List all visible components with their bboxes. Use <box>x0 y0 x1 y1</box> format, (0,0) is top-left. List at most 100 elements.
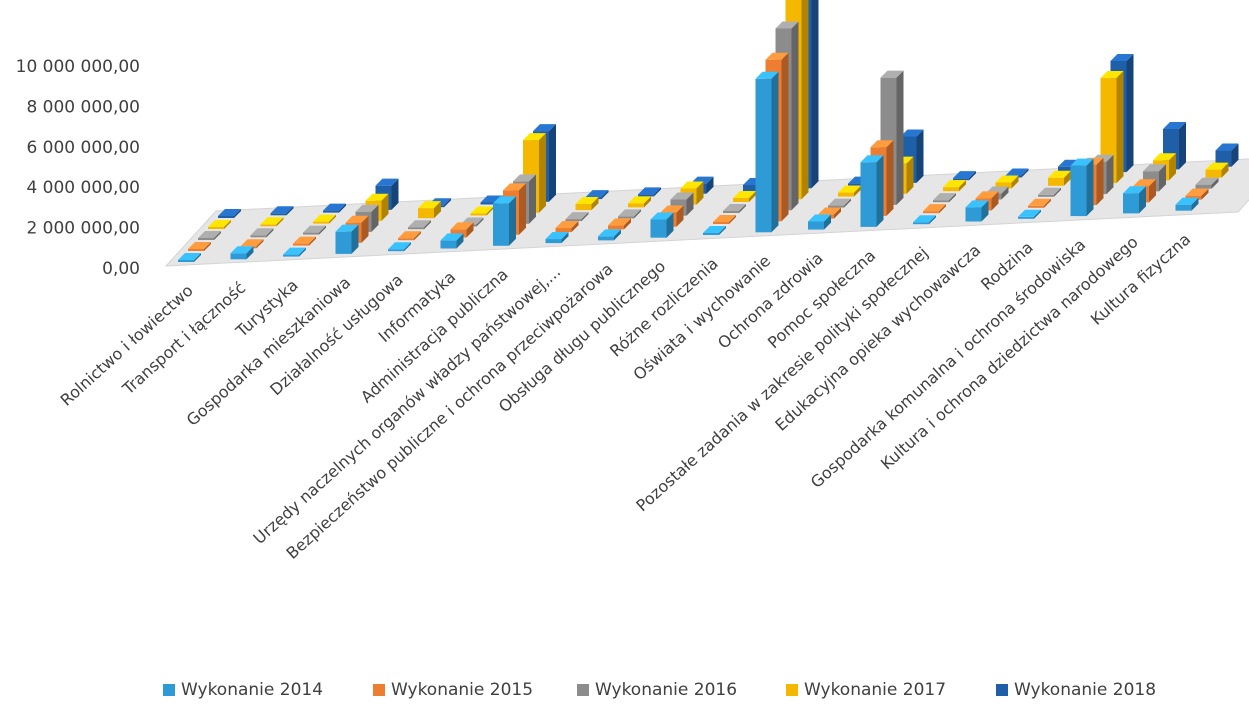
bar <box>575 197 599 211</box>
bar-top <box>680 181 704 189</box>
y-tick-label: 2 000 000,00 <box>26 219 140 239</box>
bar-side <box>949 193 956 203</box>
bar-top <box>660 205 684 213</box>
bar-front <box>270 213 287 216</box>
bar-top <box>293 236 316 244</box>
bar-front <box>743 184 759 191</box>
bar-side <box>1086 158 1094 217</box>
bar-front <box>188 249 204 251</box>
bar-front <box>335 231 352 254</box>
y-tick-label: 6 000 000,00 <box>26 138 140 158</box>
bar <box>650 212 674 238</box>
bar-side <box>1191 197 1199 211</box>
legend-item: Wykonanie 2018 <box>996 680 1156 700</box>
bar <box>293 236 316 246</box>
bar-top <box>1185 188 1209 196</box>
bar-top <box>365 193 389 201</box>
bar-front <box>953 178 969 181</box>
bar-top <box>375 178 399 186</box>
bar-front <box>283 254 299 257</box>
bar-side <box>1011 175 1019 189</box>
bar <box>418 201 441 219</box>
bar-front <box>555 228 572 233</box>
bar-side <box>739 204 746 213</box>
legend-swatch <box>577 684 589 696</box>
bar-side <box>371 204 379 232</box>
bar-top <box>1143 164 1166 172</box>
bar-side <box>1054 187 1061 197</box>
chart-floor <box>164 158 1249 267</box>
bar <box>1048 170 1071 186</box>
bar-front <box>493 203 509 246</box>
bar-front <box>178 260 194 262</box>
bar-side <box>519 183 526 235</box>
bar-top <box>198 231 221 238</box>
bar-front <box>628 203 644 208</box>
bar-top <box>513 174 536 182</box>
bar-side <box>601 190 609 200</box>
legend-swatch <box>996 684 1008 696</box>
bar-front <box>713 222 729 224</box>
bar-top <box>765 52 789 60</box>
bar-front <box>755 78 772 233</box>
bar-side <box>916 129 924 183</box>
bar <box>943 180 966 192</box>
bar-top <box>178 253 201 260</box>
bar-side <box>434 201 441 219</box>
bar-top <box>565 212 589 220</box>
bar-side <box>486 206 494 216</box>
bar-top <box>1005 168 1029 176</box>
bar-front <box>1123 193 1139 214</box>
bar-front <box>323 210 339 213</box>
bar-top <box>335 224 359 232</box>
legend-item: Wykonanie 2017 <box>786 680 946 700</box>
bar-side <box>1211 177 1219 189</box>
bar-front <box>923 211 939 214</box>
bar <box>860 155 884 227</box>
bar <box>838 185 861 197</box>
bar-top <box>230 246 254 254</box>
bar-side <box>686 192 694 216</box>
bar-front <box>260 224 277 227</box>
bar-top <box>933 193 956 201</box>
bar-top <box>733 190 756 198</box>
bar <box>303 225 326 235</box>
bar <box>388 242 411 252</box>
bar-front <box>848 183 864 186</box>
bar-top <box>1018 209 1041 217</box>
bar <box>965 200 989 222</box>
bar-top <box>1195 177 1219 185</box>
bar <box>723 204 746 213</box>
bar-top <box>345 215 369 223</box>
bar-side <box>329 214 336 224</box>
bar-top <box>555 221 579 229</box>
bar <box>250 228 274 238</box>
bar-front <box>470 213 487 216</box>
bar-side <box>959 180 966 192</box>
bar-side <box>286 206 294 216</box>
bar-side <box>204 242 211 251</box>
bar-top <box>440 233 464 241</box>
bar <box>933 193 956 203</box>
bar-side <box>991 191 999 211</box>
bar-front <box>1175 204 1192 211</box>
bar-side <box>1021 168 1029 178</box>
bar-front <box>828 205 844 208</box>
bar <box>913 215 936 225</box>
bar-side <box>749 190 756 202</box>
bar-side <box>539 133 546 213</box>
bar <box>178 253 201 262</box>
bar-front <box>703 233 719 235</box>
bar-top <box>723 204 746 211</box>
bar-top <box>943 180 966 188</box>
bar-top <box>388 242 411 250</box>
bar-side <box>466 222 474 238</box>
bar-top <box>953 171 976 179</box>
bar-top <box>575 197 599 205</box>
bar-side <box>676 205 684 227</box>
bar-top <box>470 206 494 214</box>
bar-top <box>250 228 274 236</box>
bar <box>608 218 631 230</box>
bar-front <box>638 194 654 197</box>
